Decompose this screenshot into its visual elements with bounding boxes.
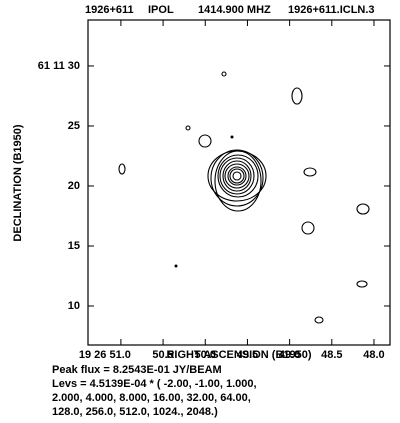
contours bbox=[118, 71, 370, 324]
y-tick-label: 15 bbox=[68, 240, 80, 252]
x-tick-label: 50.0 bbox=[195, 349, 216, 361]
note: Levs = 4.5139E-04 * ( -2.00, -1.00, 1.00… bbox=[52, 378, 257, 390]
note: Peak flux = 8.2543E-01 JY/BEAM bbox=[52, 364, 222, 376]
note: 128.0, 256.0, 512.0, 1024., 2048.) bbox=[52, 406, 218, 418]
y-tick-label: 61 11 30 bbox=[38, 60, 80, 72]
x-tick-label: 49.0 bbox=[279, 349, 300, 361]
y-axis-label: DECLINATION (B1950) bbox=[12, 124, 24, 241]
note: 2.000, 4.000, 8.000, 16.00, 32.00, 64.00… bbox=[52, 392, 251, 404]
y-tick-label: 25 bbox=[68, 120, 80, 132]
header-text: 1926+611.ICLN.3 bbox=[288, 4, 375, 16]
header-text: IPOL bbox=[148, 4, 174, 16]
x-tick-label: 49.5 bbox=[237, 349, 258, 361]
y-tick-label: 20 bbox=[68, 180, 80, 192]
y-tick-label: 10 bbox=[68, 300, 80, 312]
plot-frame bbox=[87, 19, 391, 346]
x-tick-label: 48.5 bbox=[321, 349, 342, 361]
x-axis-label: RIGHT ASCENSION (B1950) bbox=[166, 349, 311, 361]
x-tick-label: 48.0 bbox=[363, 349, 384, 361]
header-text: 1414.900 MHZ bbox=[198, 4, 271, 16]
x-tick-label: 50.5 bbox=[152, 349, 173, 361]
header-text: 1926+611 bbox=[85, 4, 134, 16]
x-tick-label: 19 26 51.0 bbox=[79, 349, 131, 361]
